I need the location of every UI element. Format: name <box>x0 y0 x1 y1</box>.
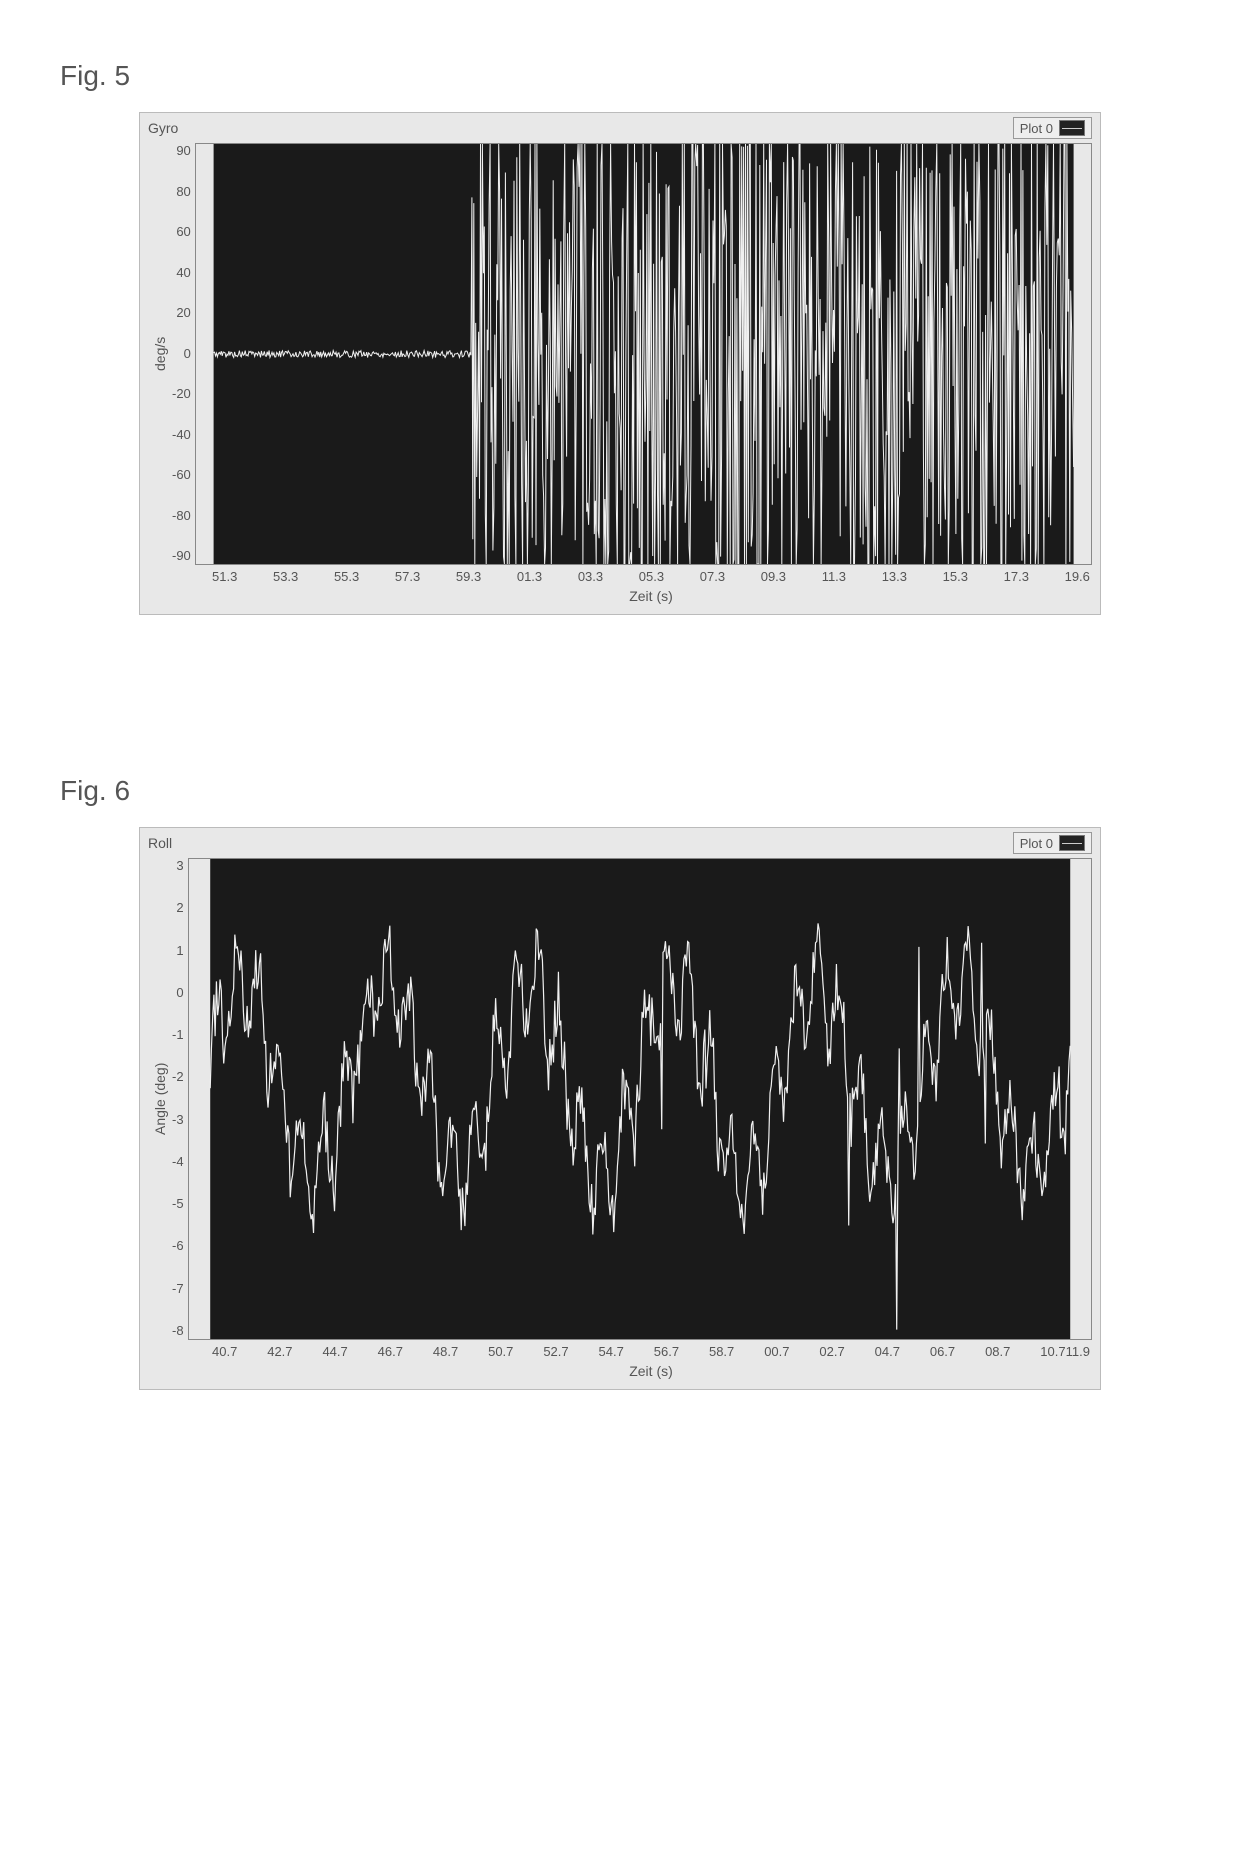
tick-label: -1 <box>172 1027 184 1042</box>
tick-label: 52.7 <box>543 1344 568 1359</box>
chart-area[interactable] <box>195 143 1092 565</box>
tick-label: 58.7 <box>709 1344 734 1359</box>
tick-label: -60 <box>172 467 191 482</box>
y-axis-ticks: 90 80 60 40 20 0 -20 -40 -60 -80 -90 <box>172 143 195 563</box>
panel-title: Roll <box>148 835 172 851</box>
tick-label: 60 <box>172 224 191 239</box>
legend-label: Plot 0 <box>1020 121 1053 136</box>
x-axis-label: Zeit (s) <box>212 588 1090 604</box>
roll-plot-panel: Roll Plot 0 Angle (deg) 3 2 1 0 -1 -2 -3 -4 -5 -6… <box>139 827 1101 1390</box>
x-axis-label: Zeit (s) <box>212 1363 1090 1379</box>
tick-label: 20 <box>172 305 191 320</box>
tick-label: -5 <box>172 1196 184 1211</box>
tick-label: 80 <box>172 184 191 199</box>
legend-swatch-icon <box>1059 120 1085 136</box>
roll-chart-svg <box>189 859 1091 1339</box>
tick-label: 46.7 <box>378 1344 403 1359</box>
tick-label: 15.3 <box>943 569 968 584</box>
gyro-chart-svg <box>196 144 1091 564</box>
chart-area[interactable] <box>188 858 1092 1340</box>
tick-label: 04.7 <box>875 1344 900 1359</box>
y-axis-label: deg/s <box>148 143 172 565</box>
tick-label: 17.3 <box>1004 569 1029 584</box>
tick-label: 08.7 <box>985 1344 1010 1359</box>
tick-label: 02.7 <box>819 1344 844 1359</box>
tick-label: 54.7 <box>599 1344 624 1359</box>
tick-label: 44.7 <box>322 1344 347 1359</box>
tick-label: 00.7 <box>764 1344 789 1359</box>
legend[interactable]: Plot 0 <box>1013 832 1092 854</box>
tick-label: -4 <box>172 1154 184 1169</box>
tick-label: 06.7 <box>930 1344 955 1359</box>
tick-label: -6 <box>172 1238 184 1253</box>
plot-body: Angle (deg) 3 2 1 0 -1 -2 -3 -4 -5 -6 -7 -8 <box>140 858 1100 1340</box>
tick-label: 57.3 <box>395 569 420 584</box>
tick-label: 13.3 <box>882 569 907 584</box>
legend[interactable]: Plot 0 <box>1013 117 1092 139</box>
y-axis-label: Angle (deg) <box>148 858 172 1340</box>
tick-label: 1 <box>172 943 184 958</box>
tick-label: 3 <box>172 858 184 873</box>
tick-label: 40 <box>172 265 191 280</box>
plot-body: deg/s 90 80 60 40 20 0 -20 -40 -60 -80 -90 <box>140 143 1100 565</box>
tick-label: 48.7 <box>433 1344 458 1359</box>
tick-label: 42.7 <box>267 1344 292 1359</box>
tick-label: 51.3 <box>212 569 237 584</box>
tick-label: -90 <box>172 548 191 563</box>
panel-header: Gyro Plot 0 <box>140 113 1100 143</box>
tick-label: -40 <box>172 427 191 442</box>
tick-label: 19.6 <box>1065 569 1090 584</box>
figure-label-5: Fig. 5 <box>60 60 1200 92</box>
y-axis-ticks: 3 2 1 0 -1 -2 -3 -4 -5 -6 -7 -8 <box>172 858 188 1338</box>
tick-label: 90 <box>172 143 191 158</box>
legend-label: Plot 0 <box>1020 836 1053 851</box>
tick-label: 09.3 <box>761 569 786 584</box>
tick-label: -7 <box>172 1281 184 1296</box>
tick-label: 05.3 <box>639 569 664 584</box>
tick-label: 07.3 <box>700 569 725 584</box>
gyro-plot-panel: Gyro Plot 0 deg/s 90 80 60 40 20 0 -20 -40 -60 -8… <box>139 112 1101 615</box>
tick-label: 56.7 <box>654 1344 679 1359</box>
tick-label: 0 <box>172 985 184 1000</box>
tick-label: 11.3 <box>822 569 846 584</box>
tick-label: 03.3 <box>578 569 603 584</box>
tick-label: 0 <box>172 346 191 361</box>
tick-label: 01.3 <box>517 569 542 584</box>
tick-label: 50.7 <box>488 1344 513 1359</box>
tick-label: 10.711.9 <box>1040 1344 1090 1359</box>
tick-label: -3 <box>172 1112 184 1127</box>
legend-swatch-icon <box>1059 835 1085 851</box>
tick-label: -20 <box>172 386 191 401</box>
tick-label: 53.3 <box>273 569 298 584</box>
tick-label: 40.7 <box>212 1344 237 1359</box>
tick-label: -8 <box>172 1323 184 1338</box>
tick-label: 59.3 <box>456 569 481 584</box>
panel-header: Roll Plot 0 <box>140 828 1100 858</box>
x-axis-ticks: 51.3 53.3 55.3 57.3 59.3 01.3 03.3 05.3 07.3 09.3… <box>212 565 1090 584</box>
tick-label: -2 <box>172 1069 184 1084</box>
tick-label: 55.3 <box>334 569 359 584</box>
x-axis-ticks: 40.7 42.7 44.7 46.7 48.7 50.7 52.7 54.7 56.7 58.7… <box>212 1340 1090 1359</box>
panel-title: Gyro <box>148 120 178 136</box>
figure-label-6: Fig. 6 <box>60 775 1200 807</box>
tick-label: -80 <box>172 508 191 523</box>
tick-label: 2 <box>172 900 184 915</box>
